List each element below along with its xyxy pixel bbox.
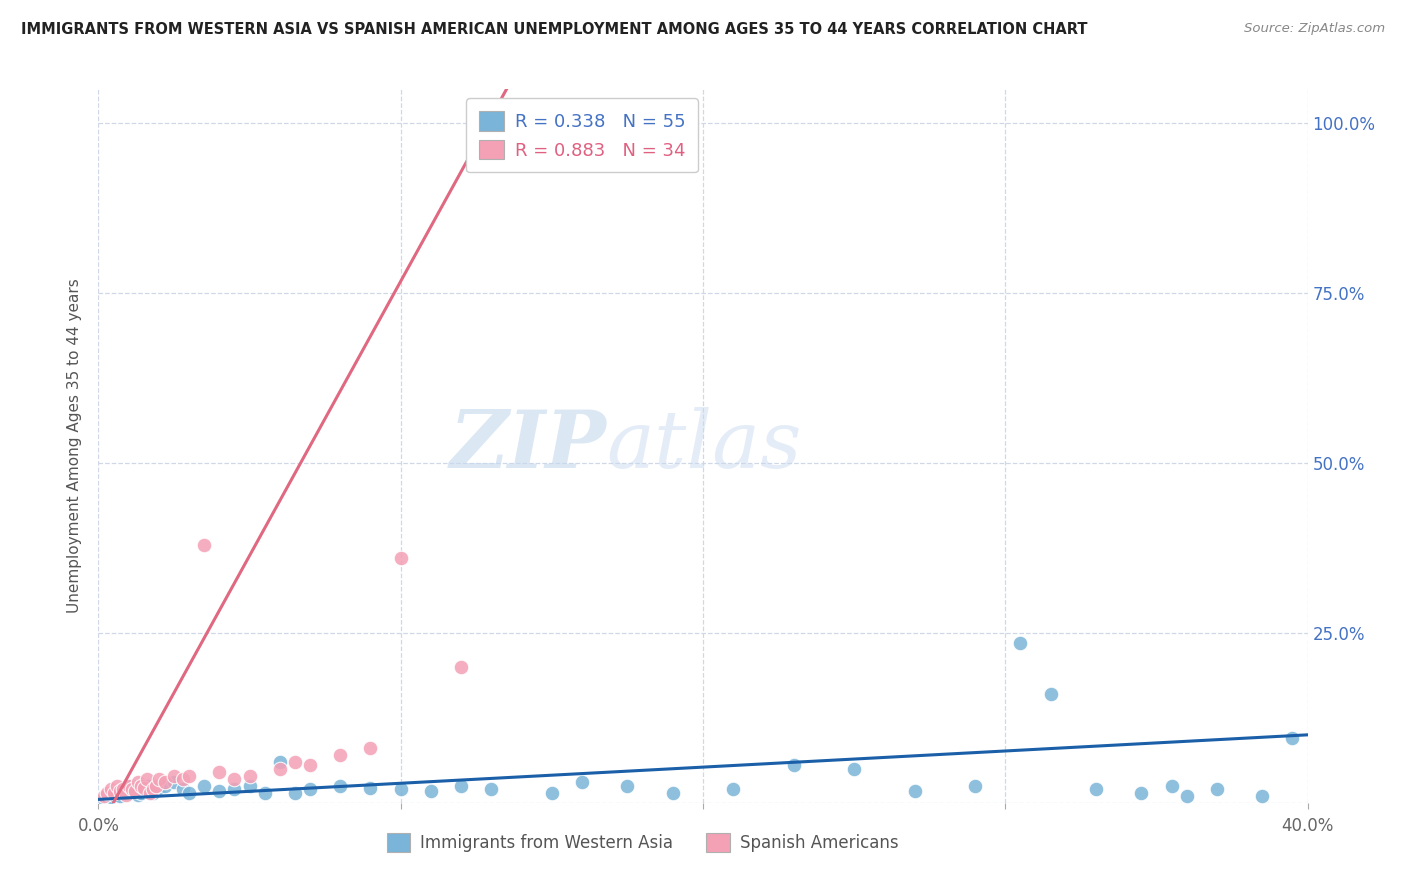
Point	[284, 786, 307, 800]
Point	[1039, 687, 1062, 701]
Point	[284, 755, 307, 769]
Legend: Immigrants from Western Asia, Spanish Americans: Immigrants from Western Asia, Spanish Am…	[380, 827, 905, 859]
Point	[1010, 636, 1032, 650]
Point	[224, 782, 246, 797]
Point	[1206, 782, 1229, 797]
Point	[139, 786, 162, 800]
Point	[172, 782, 194, 797]
Point	[571, 775, 593, 789]
Text: ZIP: ZIP	[450, 408, 606, 484]
Point	[163, 769, 186, 783]
Point	[269, 762, 291, 776]
Point	[1160, 779, 1182, 793]
Point	[1281, 731, 1303, 746]
Point	[114, 786, 136, 800]
Point	[844, 762, 866, 776]
Point	[142, 782, 165, 797]
Point	[360, 780, 382, 795]
Point	[93, 792, 115, 806]
Point	[253, 786, 276, 800]
Point	[96, 786, 118, 800]
Point	[135, 779, 157, 793]
Point	[105, 786, 128, 800]
Point	[661, 786, 683, 800]
Point	[139, 783, 162, 797]
Point	[100, 782, 122, 797]
Point	[389, 782, 412, 797]
Point	[904, 783, 927, 797]
Text: Source: ZipAtlas.com: Source: ZipAtlas.com	[1244, 22, 1385, 36]
Point	[121, 782, 143, 797]
Point	[153, 775, 176, 789]
Point	[420, 783, 443, 797]
Point	[118, 783, 141, 797]
Point	[132, 782, 155, 797]
Point	[121, 779, 143, 793]
Point	[239, 779, 262, 793]
Point	[299, 758, 322, 772]
Point	[193, 537, 215, 551]
Point	[1130, 786, 1153, 800]
Point	[224, 772, 246, 786]
Point	[111, 782, 134, 797]
Point	[723, 782, 745, 797]
Point	[132, 780, 155, 795]
Point	[1251, 789, 1274, 803]
Point	[145, 779, 167, 793]
Point	[360, 741, 382, 756]
Point	[329, 779, 352, 793]
Point	[103, 786, 125, 800]
Point	[616, 779, 638, 793]
Point	[208, 783, 231, 797]
Point	[193, 779, 215, 793]
Point	[124, 783, 146, 797]
Point	[127, 788, 149, 802]
Point	[783, 758, 806, 772]
Point	[108, 789, 131, 803]
Point	[148, 780, 170, 795]
Point	[540, 786, 562, 800]
Point	[135, 772, 157, 786]
Point	[114, 788, 136, 802]
Point	[127, 775, 149, 789]
Point	[108, 783, 131, 797]
Point	[179, 769, 201, 783]
Point	[179, 786, 201, 800]
Point	[118, 779, 141, 793]
Point	[450, 779, 472, 793]
Point	[129, 786, 152, 800]
Point	[389, 551, 412, 566]
Point	[208, 765, 231, 780]
Point	[111, 782, 134, 797]
Point	[142, 786, 165, 800]
Point	[450, 660, 472, 674]
Point	[93, 789, 115, 803]
Point	[239, 769, 262, 783]
Point	[172, 772, 194, 786]
Text: IMMIGRANTS FROM WESTERN ASIA VS SPANISH AMERICAN UNEMPLOYMENT AMONG AGES 35 TO 4: IMMIGRANTS FROM WESTERN ASIA VS SPANISH …	[21, 22, 1088, 37]
Point	[965, 779, 987, 793]
Point	[153, 779, 176, 793]
Y-axis label: Unemployment Among Ages 35 to 44 years: Unemployment Among Ages 35 to 44 years	[67, 278, 83, 614]
Point	[163, 775, 186, 789]
Point	[105, 779, 128, 793]
Point	[96, 789, 118, 803]
Point	[329, 748, 352, 763]
Text: atlas: atlas	[606, 408, 801, 484]
Point	[481, 782, 503, 797]
Point	[1175, 789, 1198, 803]
Point	[100, 790, 122, 805]
Point	[118, 780, 141, 795]
Point	[124, 783, 146, 797]
Point	[148, 772, 170, 786]
Point	[1085, 782, 1108, 797]
Point	[269, 755, 291, 769]
Point	[129, 779, 152, 793]
Point	[103, 788, 125, 802]
Point	[299, 782, 322, 797]
